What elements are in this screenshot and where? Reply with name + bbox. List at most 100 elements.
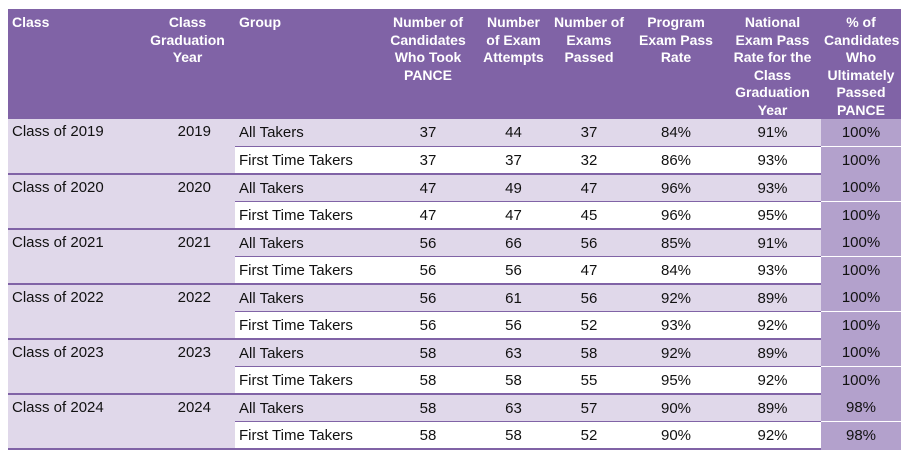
group-cell: All Takers: [235, 229, 379, 257]
attempts-cell: 61: [477, 284, 550, 312]
graduation-year-cell: 2024: [140, 394, 235, 450]
ultimately-passed-cell: 100%: [821, 229, 901, 257]
program-rate-cell: 90%: [628, 394, 724, 422]
passed-cell: 37: [550, 119, 628, 147]
attempts-cell: 58: [477, 421, 550, 450]
passed-cell: 56: [550, 284, 628, 312]
national-rate-cell: 95%: [724, 201, 821, 230]
national-rate-cell: 93%: [724, 174, 821, 202]
program-rate-cell: 84%: [628, 119, 724, 147]
header-ultimately-passed: % of Candidates Who Ultimately Passed PA…: [821, 9, 901, 119]
candidates-cell: 47: [379, 201, 477, 230]
table-row-all-takers: Class of 2022 2022 All Takers 56 61 56 92% 89% 1…: [8, 284, 901, 340]
national-rate-cell: 93%: [724, 146, 821, 175]
passed-cell: 52: [550, 421, 628, 450]
class-name-cell: Class of 2022: [8, 284, 140, 340]
passed-cell: 55: [550, 366, 628, 395]
table-row-first-time-takers: First Time Takers 56 56 47 84% 93% 100%: [8, 256, 901, 285]
national-rate-cell: 89%: [724, 394, 821, 422]
national-rate-cell: 89%: [724, 339, 821, 367]
candidates-cell: 58: [379, 394, 477, 422]
graduation-year-cell: 2019: [140, 119, 235, 175]
group-cell: All Takers: [235, 119, 379, 147]
ultimately-passed-cell: 100%: [821, 339, 901, 367]
program-rate-cell: 96%: [628, 174, 724, 202]
passed-cell: 56: [550, 229, 628, 257]
group-cell: First Time Takers: [235, 366, 379, 395]
candidates-cell: 56: [379, 311, 477, 340]
header-graduation-year: Class Graduation Year: [140, 9, 235, 119]
program-rate-cell: 95%: [628, 366, 724, 395]
program-rate-cell: 90%: [628, 421, 724, 450]
program-rate-cell: 85%: [628, 229, 724, 257]
table-row-all-takers: Class of 2021 2021 All Takers 56 66 56 85% 91% 1…: [8, 229, 901, 285]
graduation-year-cell: 2022: [140, 284, 235, 340]
program-rate-cell: 84%: [628, 256, 724, 285]
table-row-first-time-takers: First Time Takers 58 58 55 95% 92% 100%: [8, 366, 901, 395]
group-cell: First Time Takers: [235, 256, 379, 285]
attempts-cell: 49: [477, 174, 550, 202]
candidates-cell: 47: [379, 174, 477, 202]
passed-cell: 58: [550, 339, 628, 367]
ultimately-passed-cell: 100%: [821, 311, 901, 340]
attempts-cell: 47: [477, 201, 550, 230]
graduation-year-cell: 2020: [140, 174, 235, 230]
group-cell: First Time Takers: [235, 421, 379, 450]
ultimately-passed-cell: 100%: [821, 146, 901, 175]
national-rate-cell: 89%: [724, 284, 821, 312]
attempts-cell: 66: [477, 229, 550, 257]
candidates-cell: 58: [379, 421, 477, 450]
national-rate-cell: 92%: [724, 311, 821, 340]
program-rate-cell: 92%: [628, 339, 724, 367]
ultimately-passed-cell: 100%: [821, 284, 901, 312]
ultimately-passed-cell: 98%: [821, 421, 901, 450]
header-program-pass-rate: Program Exam Pass Rate: [628, 9, 724, 119]
header-row: Class Class Graduation Year Group Number…: [8, 9, 901, 119]
table-row-first-time-takers: First Time Takers 47 47 45 96% 95% 100%: [8, 201, 901, 230]
group-cell: First Time Takers: [235, 201, 379, 230]
national-rate-cell: 92%: [724, 421, 821, 450]
group-cell: First Time Takers: [235, 311, 379, 340]
national-rate-cell: 91%: [724, 119, 821, 147]
group-cell: All Takers: [235, 284, 379, 312]
table-row-all-takers: Class of 2024 2024 All Takers 58 63 57 90% 89% 9…: [8, 394, 901, 450]
passed-cell: 45: [550, 201, 628, 230]
attempts-cell: 44: [477, 119, 550, 147]
national-rate-cell: 91%: [724, 229, 821, 257]
group-cell: All Takers: [235, 394, 379, 422]
candidates-cell: 58: [379, 339, 477, 367]
program-rate-cell: 92%: [628, 284, 724, 312]
candidates-cell: 37: [379, 146, 477, 175]
graduation-year-cell: 2021: [140, 229, 235, 285]
candidates-cell: 58: [379, 366, 477, 395]
ultimately-passed-cell: 100%: [821, 119, 901, 147]
attempts-cell: 63: [477, 394, 550, 422]
header-national-pass-rate: National Exam Pass Rate for the Class Gr…: [724, 9, 821, 119]
candidates-cell: 56: [379, 229, 477, 257]
program-rate-cell: 96%: [628, 201, 724, 230]
ultimately-passed-cell: 100%: [821, 256, 901, 285]
graduation-year-cell: 2023: [140, 339, 235, 395]
header-exam-attempts: Number of Exam Attempts: [477, 9, 550, 119]
candidates-cell: 56: [379, 284, 477, 312]
table-row-first-time-takers: First Time Takers 37 37 32 86% 93% 100%: [8, 146, 901, 175]
table-body: Class of 2019 2019 All Takers 37 44 37 84% 91% 1…: [8, 119, 901, 450]
class-name-cell: Class of 2024: [8, 394, 140, 450]
ultimately-passed-cell: 100%: [821, 366, 901, 395]
header-group: Group: [235, 9, 379, 119]
candidates-cell: 37: [379, 119, 477, 147]
header-candidates: Number of Candidates Who Took PANCE: [379, 9, 477, 119]
candidates-cell: 56: [379, 256, 477, 285]
ultimately-passed-cell: 100%: [821, 201, 901, 230]
national-rate-cell: 93%: [724, 256, 821, 285]
attempts-cell: 37: [477, 146, 550, 175]
group-cell: First Time Takers: [235, 146, 379, 175]
table-header: Class Class Graduation Year Group Number…: [8, 9, 901, 119]
passed-cell: 47: [550, 174, 628, 202]
attempts-cell: 58: [477, 366, 550, 395]
passed-cell: 32: [550, 146, 628, 175]
group-cell: All Takers: [235, 174, 379, 202]
attempts-cell: 56: [477, 311, 550, 340]
passed-cell: 52: [550, 311, 628, 340]
national-rate-cell: 92%: [724, 366, 821, 395]
